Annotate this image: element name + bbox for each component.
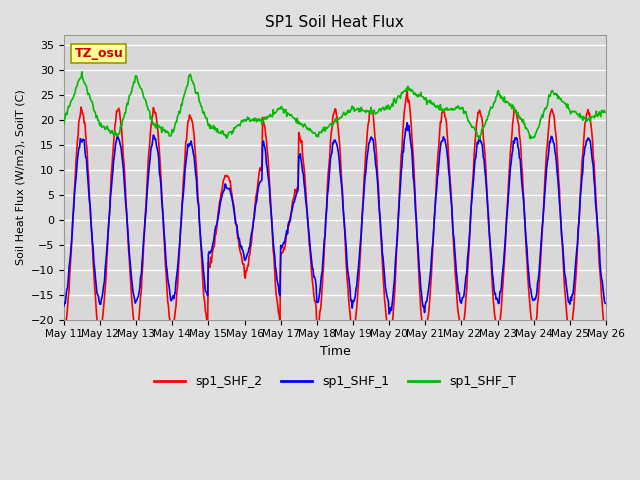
sp1_SHF_T — [417, 89, 424, 95]
sp1_SHF_1 — [385, 311, 393, 317]
sp1_SHF_1 — [70, 208, 77, 214]
sp1_SHF_1 — [403, 120, 411, 126]
Line: sp1_SHF_2: sp1_SHF_2 — [64, 91, 605, 346]
sp1_SHF_2 — [602, 323, 609, 329]
sp1_SHF_T — [70, 94, 77, 99]
Legend: sp1_SHF_2, sp1_SHF_1, sp1_SHF_T: sp1_SHF_2, sp1_SHF_1, sp1_SHF_T — [148, 370, 521, 393]
sp1_SHF_2 — [420, 343, 428, 348]
Title: SP1 Soil Heat Flux: SP1 Soil Heat Flux — [266, 15, 404, 30]
sp1_SHF_2 — [125, 256, 133, 262]
Line: sp1_SHF_1: sp1_SHF_1 — [64, 123, 605, 314]
sp1_SHF_1 — [60, 303, 68, 309]
sp1_SHF_2 — [70, 203, 77, 209]
sp1_SHF_2 — [209, 247, 217, 253]
sp1_SHF_T — [602, 109, 609, 115]
Y-axis label: Soil Heat Flux (W/m2), SoilT (C): Soil Heat Flux (W/m2), SoilT (C) — [15, 90, 25, 265]
Text: TZ_osu: TZ_osu — [75, 47, 124, 60]
sp1_SHF_1 — [401, 133, 409, 139]
Line: sp1_SHF_T: sp1_SHF_T — [64, 72, 605, 139]
sp1_SHF_T — [181, 89, 189, 95]
sp1_SHF_T — [401, 88, 409, 94]
sp1_SHF_2 — [403, 88, 411, 94]
X-axis label: Time: Time — [319, 345, 350, 358]
sp1_SHF_T — [60, 121, 68, 127]
sp1_SHF_T — [78, 69, 86, 75]
sp1_SHF_1 — [180, 179, 188, 185]
sp1_SHF_1 — [209, 240, 217, 246]
sp1_SHF_T — [210, 123, 218, 129]
sp1_SHF_1 — [418, 291, 426, 297]
sp1_SHF_T — [476, 136, 483, 142]
sp1_SHF_1 — [125, 250, 133, 256]
sp1_SHF_2 — [401, 109, 408, 115]
sp1_SHF_T — [126, 92, 134, 98]
sp1_SHF_2 — [60, 324, 68, 329]
sp1_SHF_2 — [417, 308, 424, 313]
sp1_SHF_2 — [180, 167, 188, 172]
sp1_SHF_1 — [602, 300, 609, 306]
